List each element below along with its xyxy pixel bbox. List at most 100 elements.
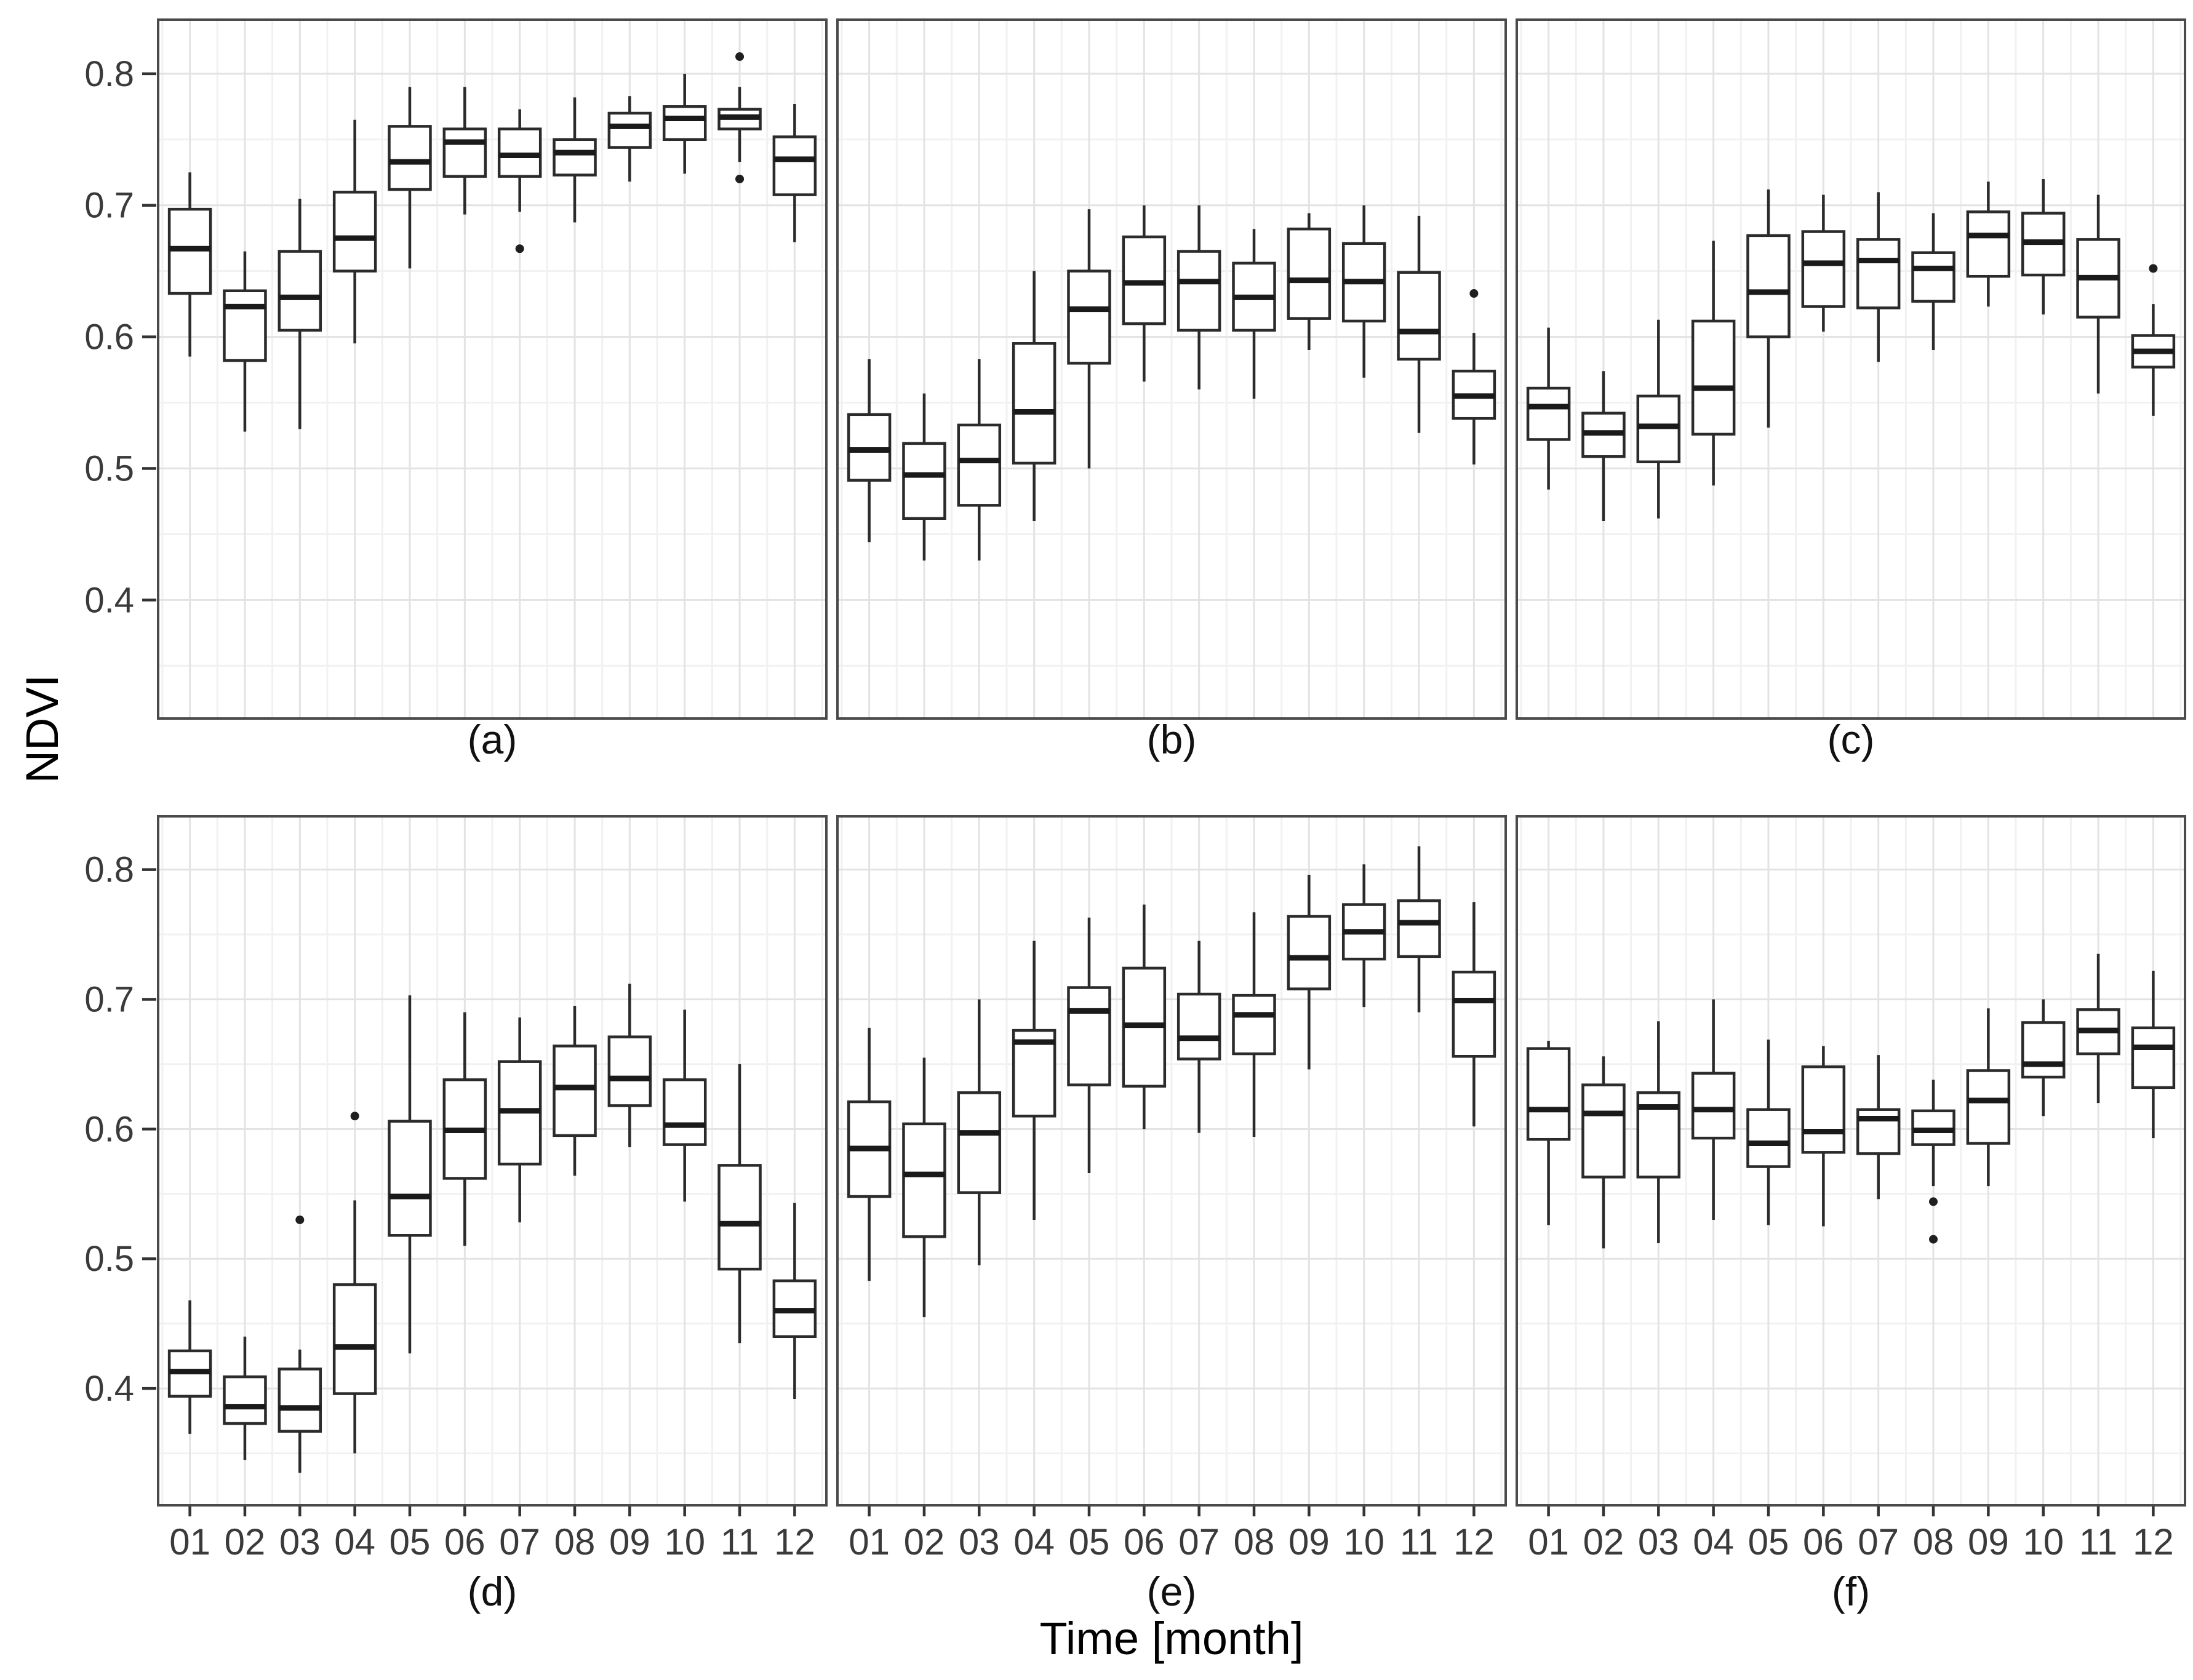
box-d-09 [607,1035,652,1107]
panel-caption-b: (b) [1146,717,1197,762]
x-tick-label: 07 [499,1521,540,1563]
boxplot-panel-a [157,18,828,720]
panel-caption-d: (d) [467,1569,517,1614]
outlier-point [1469,289,1479,298]
box-f-08 [1911,1109,1955,1244]
x-tick-label: 01 [169,1521,210,1563]
box-c-10 [2021,212,2066,277]
x-tick-label: 01 [849,1521,890,1563]
outlier-point [1929,1235,1938,1244]
x-tick-label: 08 [554,1521,596,1563]
box-c-02 [1581,412,1626,458]
box-f-01 [1526,1047,1571,1141]
x-tick-label: 05 [1748,1521,1789,1563]
box-a-12 [772,135,817,196]
box-a-05 [388,125,432,191]
panel-caption-e: (e) [1146,1569,1197,1614]
box-d-05 [388,1120,432,1237]
box-a-07 [497,127,542,253]
box-e-05 [1067,986,1111,1086]
box-f-09 [1966,1069,2011,1145]
x-tick-label: 03 [279,1521,321,1563]
y-axis-row-2: 0.8 0.7 0.6 0.5 0.4 [84,850,156,1409]
x-tick-label: 09 [1968,1521,2009,1563]
x-tick-label: 05 [389,1521,431,1563]
box-a-06 [442,127,487,178]
box-f-02 [1581,1083,1626,1179]
outlier-point [735,52,745,62]
box-d-02 [223,1375,267,1425]
box-a-11 [717,52,762,183]
box-c-01 [1526,386,1571,441]
x-tick-label: 02 [225,1521,266,1563]
box-c-09 [1966,210,2011,278]
y-axis-row-1: 0.8 0.7 0.6 0.5 0.4 [84,54,156,620]
box-e-02 [902,1122,946,1238]
x-tick-label: 11 [721,1521,759,1563]
box-c-12 [2131,264,2176,369]
x-axis-d: 01 02 03 04 05 06 07 08 09 10 11 12 [169,1507,815,1563]
box-d-03 [278,1215,322,1433]
box-e-10 [1341,903,1386,961]
box-d-06 [442,1078,487,1180]
box-b-03 [957,423,1002,507]
x-tick-label: 06 [1124,1521,1165,1563]
x-tick-label: 07 [1858,1521,1899,1563]
box-a-03 [278,250,322,332]
boxplot-panel-e [836,815,1507,1507]
box-b-02 [902,442,946,520]
y-tick-label: 0.4 [84,1369,134,1409]
box-b-07 [1176,250,1221,332]
box-d-04 [332,1112,377,1395]
box-d-08 [553,1045,597,1137]
x-tick-label: 07 [1178,1521,1220,1563]
box-b-05 [1067,269,1111,365]
x-axis-e: 01 02 03 04 05 06 07 08 09 10 11 12 [849,1507,1495,1563]
x-axis-f: 01 02 03 04 05 06 07 08 09 10 11 12 [1528,1507,2174,1563]
box-d-11 [717,1164,762,1271]
box-c-05 [1746,234,1791,338]
box-e-06 [1122,966,1167,1088]
x-tick-label: 09 [609,1521,650,1563]
y-tick-label: 0.7 [84,186,134,226]
box-c-04 [1691,319,1736,436]
x-tick-label: 04 [1013,1521,1055,1563]
box-c-03 [1636,394,1681,464]
box-b-10 [1341,242,1386,323]
box-f-11 [2076,1008,2120,1056]
box-b-09 [1287,227,1332,320]
boxplot-panel-f [1516,815,2186,1507]
x-tick-label: 02 [1583,1521,1624,1563]
boxplot-panel-d [157,815,828,1507]
box-c-07 [1856,238,1901,309]
outlier-point [515,244,524,253]
box-e-01 [847,1100,892,1198]
box-a-04 [332,191,377,273]
x-tick-label: 12 [774,1521,815,1563]
box-d-07 [497,1060,542,1166]
y-tick-label: 0.4 [84,580,134,620]
box-f-06 [1801,1065,1846,1154]
box-c-06 [1801,230,1846,308]
x-tick-label: 10 [2023,1521,2064,1563]
box-e-07 [1176,992,1221,1061]
panel-caption-c: (c) [1827,717,1875,762]
outlier-point [295,1215,305,1224]
x-tick-label: 01 [1528,1521,1569,1563]
y-tick-label: 0.5 [84,448,134,488]
y-tick-label: 0.6 [84,1109,134,1149]
x-tick-label: 03 [959,1521,1000,1563]
x-tick-label: 04 [1693,1521,1734,1563]
x-tick-label: 12 [1453,1521,1495,1563]
y-tick-label: 0.8 [84,850,134,890]
box-a-10 [662,105,707,141]
box-c-08 [1911,251,1955,303]
panel-caption-f: (f) [1831,1569,1871,1614]
box-f-12 [2131,1026,2176,1089]
box-b-11 [1397,271,1441,361]
y-tick-label: 0.5 [84,1239,134,1279]
box-d-10 [662,1078,707,1146]
box-f-10 [2021,1021,2066,1079]
outlier-point [735,174,745,183]
